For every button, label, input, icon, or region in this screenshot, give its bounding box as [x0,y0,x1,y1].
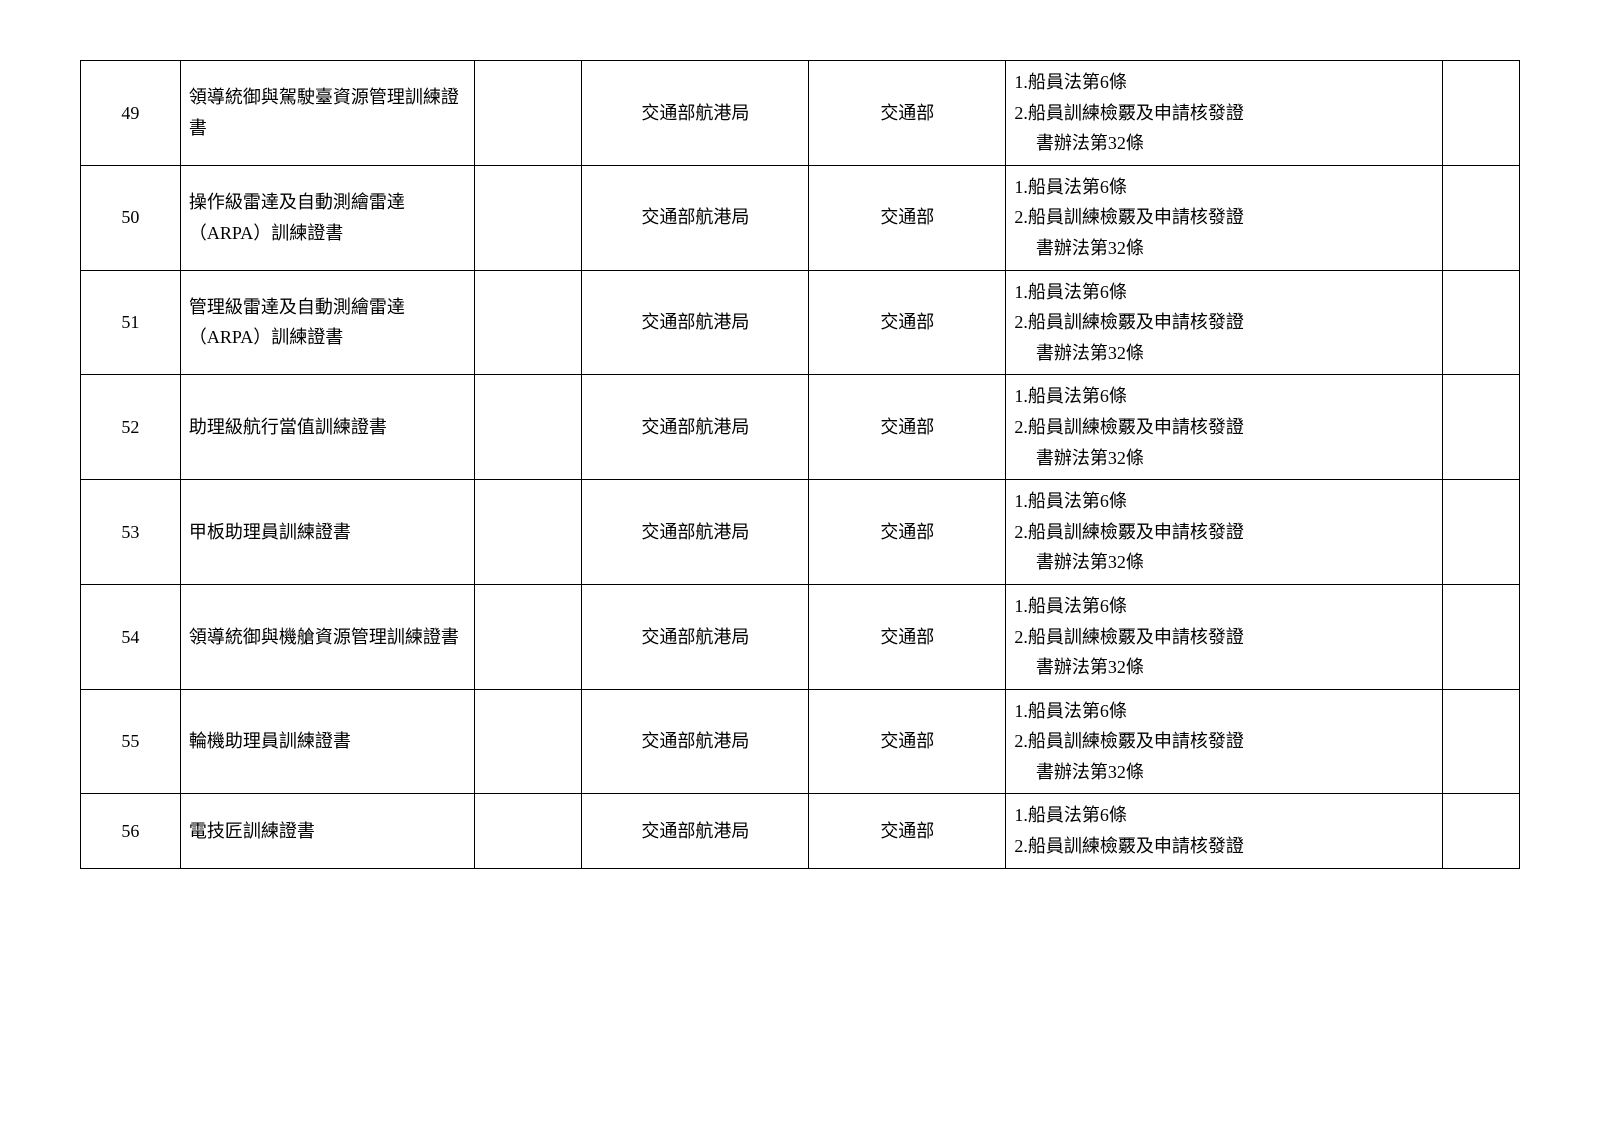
cell-empty [475,165,582,270]
cell-last [1442,480,1519,585]
cell-dept: 交通部 [809,480,1006,585]
cell-dept: 交通部 [809,689,1006,794]
cell-name: 操作級雷達及自動測繪雷達（ARPA）訓練證書 [180,165,474,270]
law-line: 2.船員訓練檢覈及申請核發證 [1014,831,1433,862]
law-line: 2.船員訓練檢覈及申請核發證 [1014,412,1433,443]
law-list: 1.船員法第6條2.船員訓練檢覈及申請核發證書辦法第32條 [1014,172,1433,264]
cell-org: 交通部航港局 [582,689,809,794]
cell-law: 1.船員法第6條2.船員訓練檢覈及申請核發證書辦法第32條 [1006,480,1442,585]
law-line: 書辦法第32條 [1014,757,1433,788]
cell-num: 54 [81,584,181,689]
cell-dept: 交通部 [809,794,1006,868]
cell-dept: 交通部 [809,270,1006,375]
law-line: 1.船員法第6條 [1014,172,1433,203]
cell-name: 管理級雷達及自動測繪雷達（ARPA）訓練證書 [180,270,474,375]
cell-last [1442,689,1519,794]
law-line: 書辦法第32條 [1014,233,1433,264]
cell-num: 56 [81,794,181,868]
cell-name: 電技匠訓練證書 [180,794,474,868]
cell-empty [475,61,582,166]
cell-dept: 交通部 [809,584,1006,689]
law-line: 2.船員訓練檢覈及申請核發證 [1014,517,1433,548]
cell-name: 助理級航行當值訓練證書 [180,375,474,480]
law-line: 2.船員訓練檢覈及申請核發證 [1014,726,1433,757]
cell-empty [475,794,582,868]
cell-org: 交通部航港局 [582,375,809,480]
cell-org: 交通部航港局 [582,480,809,585]
law-list: 1.船員法第6條2.船員訓練檢覈及申請核發證書辦法第32條 [1014,696,1433,788]
law-line: 2.船員訓練檢覈及申請核發證 [1014,622,1433,653]
law-line: 1.船員法第6條 [1014,381,1433,412]
cell-empty [475,480,582,585]
cell-last [1442,794,1519,868]
table-row: 49領導統御與駕駛臺資源管理訓練證書交通部航港局交通部1.船員法第6條2.船員訓… [81,61,1520,166]
certificate-table: 49領導統御與駕駛臺資源管理訓練證書交通部航港局交通部1.船員法第6條2.船員訓… [80,60,1520,869]
table-row: 53甲板助理員訓練證書交通部航港局交通部1.船員法第6條2.船員訓練檢覈及申請核… [81,480,1520,585]
cell-last [1442,584,1519,689]
cell-num: 55 [81,689,181,794]
table-body: 49領導統御與駕駛臺資源管理訓練證書交通部航港局交通部1.船員法第6條2.船員訓… [81,61,1520,869]
cell-dept: 交通部 [809,165,1006,270]
cell-org: 交通部航港局 [582,584,809,689]
law-list: 1.船員法第6條2.船員訓練檢覈及申請核發證書辦法第32條 [1014,67,1433,159]
law-list: 1.船員法第6條2.船員訓練檢覈及申請核發證書辦法第32條 [1014,381,1433,473]
law-line: 1.船員法第6條 [1014,800,1433,831]
cell-num: 49 [81,61,181,166]
cell-empty [475,584,582,689]
law-line: 1.船員法第6條 [1014,277,1433,308]
cell-org: 交通部航港局 [582,270,809,375]
cell-law: 1.船員法第6條2.船員訓練檢覈及申請核發證 [1006,794,1442,868]
cell-law: 1.船員法第6條2.船員訓練檢覈及申請核發證書辦法第32條 [1006,584,1442,689]
law-line: 2.船員訓練檢覈及申請核發證 [1014,98,1433,129]
law-line: 書辦法第32條 [1014,547,1433,578]
cell-org: 交通部航港局 [582,165,809,270]
law-line: 1.船員法第6條 [1014,696,1433,727]
law-line: 書辦法第32條 [1014,652,1433,683]
cell-name: 領導統御與駕駛臺資源管理訓練證書 [180,61,474,166]
cell-last [1442,165,1519,270]
law-list: 1.船員法第6條2.船員訓練檢覈及申請核發證書辦法第32條 [1014,277,1433,369]
cell-last [1442,270,1519,375]
cell-last [1442,61,1519,166]
cell-law: 1.船員法第6條2.船員訓練檢覈及申請核發證書辦法第32條 [1006,270,1442,375]
law-line: 書辦法第32條 [1014,338,1433,369]
cell-law: 1.船員法第6條2.船員訓練檢覈及申請核發證書辦法第32條 [1006,165,1442,270]
law-line: 1.船員法第6條 [1014,591,1433,622]
law-line: 1.船員法第6條 [1014,486,1433,517]
law-list: 1.船員法第6條2.船員訓練檢覈及申請核發證書辦法第32條 [1014,486,1433,578]
cell-empty [475,689,582,794]
table-row: 55輪機助理員訓練證書交通部航港局交通部1.船員法第6條2.船員訓練檢覈及申請核… [81,689,1520,794]
cell-num: 51 [81,270,181,375]
cell-name: 甲板助理員訓練證書 [180,480,474,585]
cell-org: 交通部航港局 [582,61,809,166]
cell-num: 52 [81,375,181,480]
law-line: 2.船員訓練檢覈及申請核發證 [1014,307,1433,338]
law-line: 書辦法第32條 [1014,443,1433,474]
cell-law: 1.船員法第6條2.船員訓練檢覈及申請核發證書辦法第32條 [1006,689,1442,794]
cell-law: 1.船員法第6條2.船員訓練檢覈及申請核發證書辦法第32條 [1006,61,1442,166]
cell-org: 交通部航港局 [582,794,809,868]
cell-empty [475,270,582,375]
law-line: 2.船員訓練檢覈及申請核發證 [1014,202,1433,233]
law-line: 1.船員法第6條 [1014,67,1433,98]
law-list: 1.船員法第6條2.船員訓練檢覈及申請核發證書辦法第32條 [1014,591,1433,683]
cell-law: 1.船員法第6條2.船員訓練檢覈及申請核發證書辦法第32條 [1006,375,1442,480]
table-row: 56電技匠訓練證書交通部航港局交通部1.船員法第6條2.船員訓練檢覈及申請核發證 [81,794,1520,868]
cell-dept: 交通部 [809,375,1006,480]
cell-last [1442,375,1519,480]
cell-num: 53 [81,480,181,585]
cell-empty [475,375,582,480]
cell-dept: 交通部 [809,61,1006,166]
cell-num: 50 [81,165,181,270]
table-row: 54領導統御與機艙資源管理訓練證書交通部航港局交通部1.船員法第6條2.船員訓練… [81,584,1520,689]
cell-name: 領導統御與機艙資源管理訓練證書 [180,584,474,689]
table-row: 51管理級雷達及自動測繪雷達（ARPA）訓練證書交通部航港局交通部1.船員法第6… [81,270,1520,375]
cell-name: 輪機助理員訓練證書 [180,689,474,794]
table-row: 52助理級航行當值訓練證書交通部航港局交通部1.船員法第6條2.船員訓練檢覈及申… [81,375,1520,480]
law-list: 1.船員法第6條2.船員訓練檢覈及申請核發證 [1014,800,1433,861]
table-row: 50操作級雷達及自動測繪雷達（ARPA）訓練證書交通部航港局交通部1.船員法第6… [81,165,1520,270]
law-line: 書辦法第32條 [1014,128,1433,159]
